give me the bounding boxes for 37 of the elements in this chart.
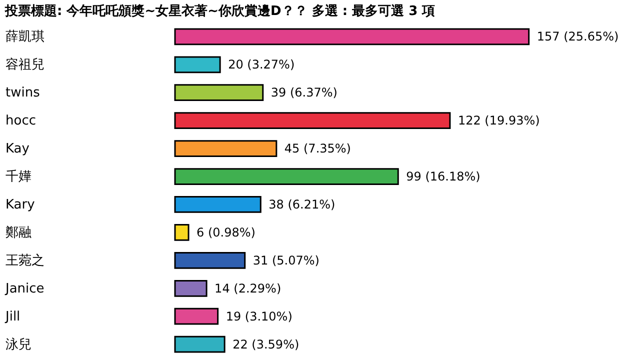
bar xyxy=(174,336,226,353)
y-tick-label: 泳兒 xyxy=(6,336,32,352)
y-tick-label: Jill xyxy=(4,309,20,324)
data-label: 157 (25.65%) xyxy=(536,30,619,44)
data-label: 6 (0.98%) xyxy=(196,225,256,240)
y-tick-label: Kary xyxy=(6,197,36,212)
y-tick-label: twins xyxy=(6,86,40,101)
y-tick-label: hocc xyxy=(6,114,36,129)
bar xyxy=(174,252,246,269)
data-label: 122 (19.93%) xyxy=(458,114,540,128)
y-tick-label: Kay xyxy=(6,142,30,157)
y-tick-label: 鄭融 xyxy=(6,225,32,240)
data-label: 39 (6.37%) xyxy=(270,86,338,100)
y-tick-label: 千嬅 xyxy=(6,170,32,185)
data-label: 45 (7.35%) xyxy=(284,142,351,156)
bar xyxy=(174,84,264,102)
bar xyxy=(174,28,530,46)
chart-title: 投票標題: 今年吒吒頒獎~女星衣著~你欣賞邊D？？ 多選 : 最多可選 3 項 xyxy=(4,3,436,19)
bar xyxy=(174,196,262,213)
bar xyxy=(174,112,451,130)
data-label: 14 (2.29%) xyxy=(214,281,282,296)
bar xyxy=(174,224,190,241)
bar xyxy=(174,308,219,325)
bar xyxy=(174,56,221,74)
bar xyxy=(174,140,278,157)
y-tick-label: 容祖兒 xyxy=(6,56,44,73)
data-label: 22 (3.59%) xyxy=(232,337,300,352)
y-tick-label: 王菀之 xyxy=(6,253,44,268)
bar xyxy=(174,280,208,297)
data-label: 31 (5.07%) xyxy=(252,253,320,268)
bar xyxy=(174,168,399,185)
y-tick-label: Janice xyxy=(4,281,44,296)
data-label: 38 (6.21%) xyxy=(268,197,336,212)
data-label: 20 (3.27%) xyxy=(228,58,295,72)
data-label: 99 (16.18%) xyxy=(406,170,480,184)
data-label: 19 (3.10%) xyxy=(226,309,292,324)
y-tick-label: 薛凱琪 xyxy=(6,30,44,45)
